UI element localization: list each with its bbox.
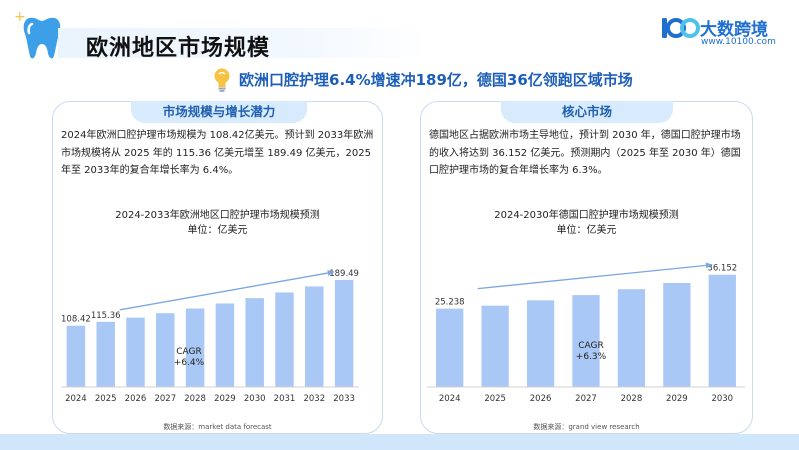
europe-chart-unit: 单位：亿美元 (187, 225, 248, 236)
germany-tick-label: 2026 (530, 394, 552, 404)
europe-bar-2033 (334, 279, 354, 387)
europe-bar-2029 (215, 303, 235, 387)
card-tab-market-size: 市场规模与增长潜力 (131, 101, 307, 123)
europe-cagr-arrow (119, 271, 335, 311)
brand-url: www.10100.com (701, 37, 776, 47)
germany-bar-2030 (708, 274, 736, 387)
germany-bar-2028 (617, 289, 646, 387)
europe-bar-2026 (126, 317, 145, 387)
europe-data-label: 108.42 (61, 315, 91, 325)
germany-tick-label: 2027 (575, 394, 597, 404)
germany-bar-2024 (436, 308, 464, 387)
europe-tick-label: 2027 (154, 394, 176, 404)
europe-tick-label: 2030 (244, 394, 266, 404)
europe-cagr-value: +6.4% (174, 358, 205, 368)
germany-bar-2027 (572, 295, 600, 387)
germany-chart-title: 2024-2030年德国口腔护理市场规模预测 (494, 210, 679, 221)
brand-name: 大数跨境 (700, 20, 768, 40)
europe-bar-chart: 2024 108.42 2025 115.36 2026 2027 2028 2029 2030… (61, 269, 359, 404)
europe-cagr-label: CAGR (176, 347, 202, 357)
europe-summary-text: 2024年欧洲口腔护理市场规模为 108.42亿美元。预计到 2033年欧洲市场… (61, 130, 374, 176)
germany-tick-label: 2024 (439, 394, 461, 404)
germany-tick-label: 2030 (711, 394, 733, 404)
europe-bar-2028 (185, 308, 205, 387)
europe-tick-label: 2028 (184, 394, 206, 404)
bottom-decor-bar (0, 434, 799, 450)
europe-bar-2030 (245, 298, 264, 387)
germany-data-label: 36.152 (707, 264, 737, 274)
card-tab-core-market: 核心市场 (501, 101, 673, 123)
germany-data-label: 25.238 (435, 298, 465, 308)
europe-tick-label: 2025 (95, 394, 117, 404)
germany-bar-chart: 2024 25.238 2025 2026 2027 2028 2029 2030 36.152… (427, 262, 745, 404)
lightbulb-icon (214, 68, 230, 92)
europe-tick-label: 2024 (65, 394, 87, 404)
germany-tick-label: 2025 (484, 394, 506, 404)
europe-bar-2025 (96, 321, 115, 387)
germany-cagr-label: CAGR (578, 341, 604, 351)
germany-bar-2026 (526, 300, 555, 387)
germany-market-card: 核心市场 德国地区占据欧洲市场主导地位，预计到 2030 年，德国口腔护理市场的… (420, 101, 753, 434)
title-band (58, 28, 428, 58)
europe-chart-title: 2024-2033年欧洲地区口腔护理市场规模预测 (115, 210, 320, 221)
europe-tick-label: 2026 (125, 394, 147, 404)
europe-tick-label: 2031 (274, 394, 296, 404)
europe-market-card: 市场规模与增长潜力 2024年欧洲口腔护理市场规模为 108.42亿美元。预计到… (52, 101, 383, 434)
germany-bar-2029 (663, 282, 691, 387)
germany-tick-label: 2029 (666, 394, 688, 404)
germany-cagr-arrow (477, 264, 713, 290)
europe-data-label: 115.36 (91, 311, 121, 321)
europe-tick-label: 2033 (333, 394, 355, 404)
germany-cagr-arrowhead (705, 262, 713, 269)
germany-data-source: 数据来源：grand view research (533, 423, 640, 431)
europe-data-label: 189.49 (329, 269, 359, 279)
brand-logo-icon (662, 18, 700, 38)
europe-bar-2032 (305, 286, 324, 387)
germany-tick-label: 2028 (621, 394, 643, 404)
svg-text:+: + (14, 9, 26, 25)
europe-cagr-arrowhead (327, 270, 335, 277)
europe-bar-2031 (275, 292, 294, 387)
europe-tick-label: 2029 (214, 394, 236, 404)
germany-chart-unit: 单位：亿美元 (556, 225, 617, 236)
germany-cagr-value: +6.3% (576, 352, 607, 362)
tooth-icon: + (14, 9, 61, 59)
europe-bar-2024 (66, 325, 86, 387)
europe-tick-label: 2032 (303, 394, 325, 404)
page-title: 欧洲地区市场规模 (86, 36, 271, 61)
headline: 欧洲口腔护理6.4%增速冲189亿，德国36亿领跑区域市场 (239, 71, 633, 89)
europe-data-source: 数据来源：market data forecast (163, 423, 272, 431)
europe-bar-2027 (156, 313, 175, 387)
germany-bar-2025 (481, 305, 509, 387)
germany-summary-text: 德国地区占据欧洲市场主导地位，预计到 2030 年，德国口腔护理市场的收入将达到… (429, 130, 741, 176)
